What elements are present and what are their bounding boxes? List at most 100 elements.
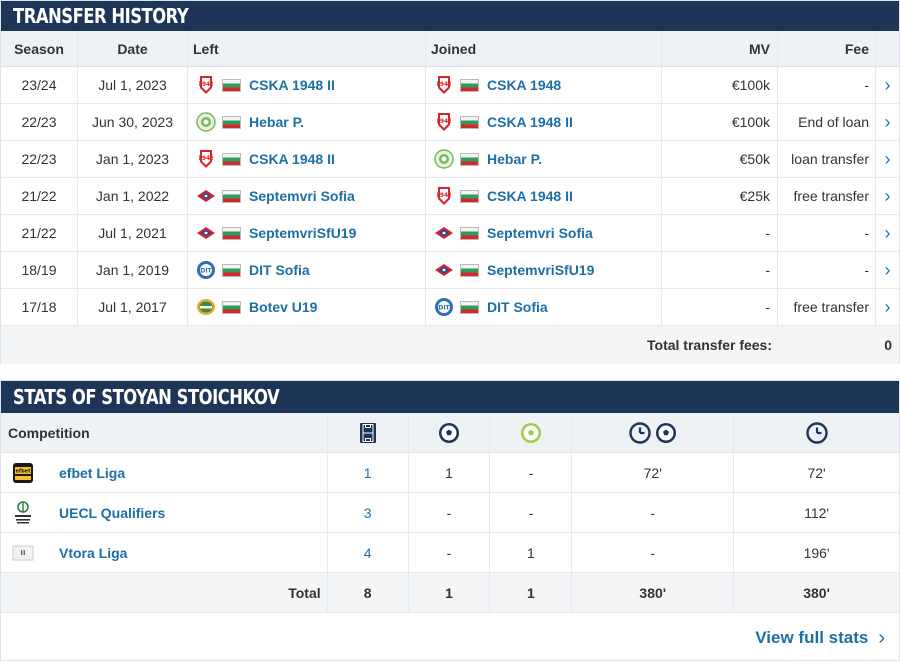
transfer-season: 21/22 (1, 178, 78, 214)
transfer-row[interactable]: 18/19 Jan 1, 2019 DIT DIT Sofia SeptemvriSfU… (1, 252, 899, 289)
svg-text:1948: 1948 (199, 155, 213, 162)
hebar-logo[interactable] (196, 112, 216, 132)
transfer-market-value: - (662, 289, 778, 325)
appearances-value[interactable]: 1 (328, 453, 409, 492)
appearances-link[interactable]: 4 (363, 544, 372, 561)
joined-club-link[interactable]: CSKA 1948 II (487, 188, 573, 204)
stats-footer: View full stats › (1, 613, 899, 663)
left-club-link[interactable]: CSKA 1948 II (249, 77, 335, 93)
transfer-season: 18/19 (1, 252, 78, 288)
joined-club-link[interactable]: Septemvri Sofia (487, 225, 593, 241)
assists-value: 1 (490, 533, 573, 572)
cska-logo[interactable]: 1948 (196, 149, 216, 169)
col-fee[interactable]: Fee (778, 31, 876, 66)
transfer-fee: loan transfer (778, 141, 876, 177)
minutes-per-goal-value: - (572, 533, 735, 572)
cska-logo[interactable]: 1948 (196, 75, 216, 95)
bulgaria-flag-icon (460, 226, 479, 240)
septemvri-logo[interactable] (434, 223, 454, 243)
joined-club-link[interactable]: Hebar P. (487, 151, 542, 167)
transfer-left-cell: 1948 CSKA 1948 II (188, 67, 426, 103)
hebar-logo[interactable] (434, 149, 454, 169)
septemvri-logo[interactable] (434, 260, 454, 280)
joined-club-link[interactable]: CSKA 1948 II (487, 114, 573, 130)
left-club-link[interactable]: DIT Sofia (249, 262, 310, 278)
transfer-fee: - (778, 252, 876, 288)
cska-logo[interactable]: 1948 (434, 75, 454, 95)
chevron-right-icon[interactable]: › (884, 185, 891, 206)
transfer-row[interactable]: 17/18 Jul 1, 2017 Botev U19 DIT DIT Sofia - fr… (1, 289, 899, 326)
transfer-history-panel: TRANSFER HISTORY Season Date Left Joined… (0, 0, 900, 364)
left-club-link[interactable]: CSKA 1948 II (249, 151, 335, 167)
transfer-row[interactable]: 21/22 Jul 1, 2021 SeptemvriSfU19 Septemvri … (1, 215, 899, 252)
chevron-right-icon[interactable]: › (884, 111, 891, 132)
col-season[interactable]: Season (1, 31, 78, 66)
transfer-market-value: - (662, 215, 778, 251)
bulgaria-flag-icon (222, 189, 241, 203)
competition-cell: UECL Qualifiers (1, 493, 328, 532)
transfer-left-cell: Botev U19 (188, 289, 426, 325)
appearances-value[interactable]: 4 (328, 533, 409, 572)
col-left[interactable]: Left (188, 31, 426, 66)
assist-ball-icon (520, 422, 541, 443)
transfer-joined-cell: 1948 CSKA 1948 (426, 67, 662, 103)
transfer-date: Jul 1, 2023 (78, 67, 188, 103)
col-joined[interactable]: Joined (426, 31, 662, 66)
transfer-season: 22/23 (1, 104, 78, 140)
col-date[interactable]: Date (78, 31, 188, 66)
joined-club-link[interactable]: DIT Sofia (487, 299, 548, 315)
left-club-link[interactable]: Botev U19 (249, 299, 318, 315)
dit-logo[interactable]: DIT (196, 260, 216, 280)
col-mv[interactable]: MV (662, 31, 778, 66)
minutes-value: 196' (803, 544, 830, 561)
svg-text:1948: 1948 (437, 118, 451, 125)
botev-logo[interactable] (196, 297, 216, 317)
transfer-joined-cell: 1948 CSKA 1948 II (426, 178, 662, 214)
chevron-right-icon[interactable]: › (884, 296, 891, 317)
septemvri-logo[interactable] (196, 223, 216, 243)
joined-club-link[interactable]: CSKA 1948 (487, 77, 562, 93)
cska-logo[interactable]: 1948 (434, 186, 454, 206)
cska-logo[interactable]: 1948 (434, 112, 454, 132)
septemvri-logo[interactable] (196, 186, 216, 206)
chevron-right-icon[interactable]: › (884, 222, 891, 243)
left-club-link[interactable]: SeptemvriSfU19 (249, 225, 357, 241)
total-transfer-fees-label: Total transfer fees: (647, 337, 772, 353)
chevron-right-icon[interactable]: › (884, 74, 891, 95)
minutes-icon (805, 421, 828, 444)
uecl-logo[interactable] (12, 500, 34, 524)
transfer-left-cell: Septemvri Sofia (188, 178, 426, 214)
transfer-left-cell: 1948 CSKA 1948 II (188, 141, 426, 177)
left-club-link[interactable]: Septemvri Sofia (249, 188, 355, 204)
transfer-season: 17/18 (1, 289, 78, 325)
efbet-liga-logo[interactable]: efbet (12, 462, 34, 484)
view-full-stats-link[interactable]: View full stats (755, 628, 869, 647)
competition-link[interactable]: Vtora Liga (59, 544, 128, 561)
appearances-link[interactable]: 1 (363, 464, 372, 481)
minutes-value: 112' (804, 504, 830, 521)
transfer-left-cell: SeptemvriSfU19 (188, 215, 426, 251)
col-competition: Competition (1, 413, 328, 452)
transfer-joined-cell: Septemvri Sofia (426, 215, 662, 251)
chevron-right-icon[interactable]: › (884, 148, 891, 169)
bulgaria-flag-icon (222, 115, 241, 129)
total-transfer-fees-row: Total transfer fees: 0 (1, 326, 899, 364)
competition-link[interactable]: UECL Qualifiers (59, 504, 166, 521)
minutes-per-goal-value: 72' (572, 453, 735, 492)
transfer-market-value: €50k (662, 141, 778, 177)
competition-link[interactable]: efbet Liga (59, 464, 126, 481)
left-club-link[interactable]: Hebar P. (249, 114, 304, 130)
bulgaria-flag-icon (222, 152, 241, 166)
vtora-liga-logo[interactable]: II (12, 542, 34, 564)
chevron-right-icon[interactable]: › (884, 259, 891, 280)
joined-club-link[interactable]: SeptemvriSfU19 (487, 262, 595, 278)
transfer-date: Jan 1, 2023 (78, 141, 188, 177)
dit-logo[interactable]: DIT (434, 297, 454, 317)
appearances-link[interactable]: 3 (363, 504, 372, 521)
appearances-value[interactable]: 3 (328, 493, 409, 532)
chevron-right-icon[interactable]: › (878, 626, 885, 649)
